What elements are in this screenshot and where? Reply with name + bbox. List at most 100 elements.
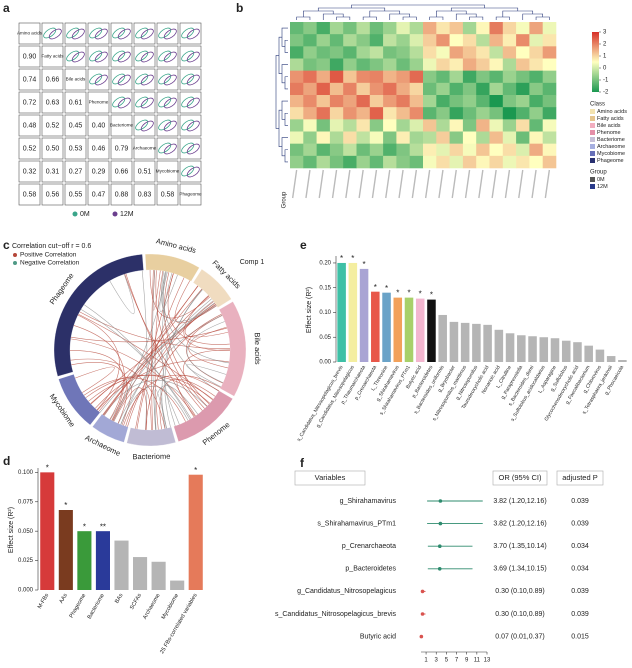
bar bbox=[438, 314, 447, 362]
column-label-stub bbox=[398, 169, 404, 199]
bar bbox=[460, 322, 470, 362]
heatmap-cell bbox=[476, 58, 490, 71]
bar bbox=[77, 531, 92, 590]
heatmap-cell bbox=[303, 70, 317, 84]
p-value: 0.039 bbox=[571, 498, 589, 505]
x-tick-label: AAs bbox=[59, 593, 69, 605]
heatmap-cell bbox=[436, 155, 450, 169]
heatmap-cell bbox=[396, 107, 410, 120]
heatmap-cell bbox=[542, 131, 557, 144]
heatmap-cell bbox=[502, 131, 517, 144]
x-tick-label: 5 bbox=[445, 658, 449, 664]
heatmap-cell bbox=[329, 155, 344, 169]
matrix-cell bbox=[64, 183, 87, 206]
matrix-cell bbox=[87, 183, 110, 206]
density-ellipse bbox=[181, 27, 195, 39]
heatmap-cell bbox=[529, 95, 543, 108]
heatmap-cell bbox=[489, 82, 504, 96]
heatmap-cell bbox=[356, 143, 371, 157]
ci-label: 0.30 (0.10,0.89) bbox=[495, 588, 544, 595]
chord bbox=[159, 379, 216, 430]
matrix-cell bbox=[110, 45, 133, 68]
matrix-cell bbox=[156, 160, 179, 183]
heatmap-cell bbox=[409, 22, 424, 35]
bar bbox=[404, 297, 414, 362]
bar bbox=[505, 333, 515, 362]
matrix-cell bbox=[133, 45, 156, 68]
class-legend-label: Phenome bbox=[597, 130, 621, 136]
heatmap-cell bbox=[303, 143, 317, 157]
y-tick-label: 0.15 bbox=[319, 285, 331, 291]
density-ellipse bbox=[158, 50, 172, 62]
heatmap-cell bbox=[343, 95, 357, 108]
class-swatch bbox=[590, 137, 595, 142]
correlation-label: 0.52 bbox=[46, 122, 60, 129]
heatmap-cell bbox=[343, 58, 357, 71]
heatmap-cell bbox=[462, 119, 477, 132]
heatmap-cell bbox=[409, 131, 424, 144]
density-ellipse bbox=[94, 28, 108, 40]
heatmap-cell bbox=[356, 95, 371, 108]
heatmap-cell bbox=[303, 155, 317, 169]
legend-label: 12M bbox=[120, 211, 134, 218]
heatmap-cell bbox=[529, 46, 543, 59]
heatmap-cell bbox=[542, 82, 557, 96]
matrix-cell bbox=[179, 114, 202, 137]
matrix-cell bbox=[156, 114, 179, 137]
bar bbox=[584, 345, 593, 362]
density-ellipse bbox=[186, 143, 200, 155]
heatmap-cell bbox=[383, 58, 397, 71]
heatmap-cell bbox=[502, 82, 517, 96]
heatmap-cell bbox=[436, 46, 450, 59]
heatmap-cell bbox=[489, 143, 504, 157]
chord bbox=[80, 309, 192, 419]
heatmap-cell bbox=[356, 70, 371, 84]
chord bbox=[98, 285, 199, 412]
matrix-cell bbox=[41, 22, 64, 45]
bar bbox=[561, 340, 571, 362]
heatmap-cell bbox=[516, 70, 530, 84]
heatmap-cell bbox=[409, 46, 424, 59]
heatmap-cell bbox=[462, 46, 477, 59]
heatmap-cell bbox=[396, 82, 410, 96]
heatmap-cell bbox=[529, 22, 543, 35]
heatmap-cell bbox=[502, 34, 517, 47]
matrix-cell bbox=[179, 22, 202, 45]
matrix-cell bbox=[87, 160, 110, 183]
panel-letter: d bbox=[3, 454, 10, 468]
heatmap-cell bbox=[516, 155, 530, 169]
heatmap-cell bbox=[329, 22, 344, 35]
correlation-label: 0.27 bbox=[69, 168, 83, 175]
chord bbox=[136, 277, 185, 429]
matrix-cell bbox=[87, 45, 110, 68]
dendrogram bbox=[284, 149, 288, 163]
heatmap-cell bbox=[436, 131, 450, 144]
heatmap-cell bbox=[449, 119, 464, 132]
column-label-stub bbox=[424, 169, 431, 199]
heatmap-cell bbox=[369, 82, 384, 96]
y-axis-label: Effect size (R²) bbox=[8, 507, 15, 553]
ci-label: 0.30 (0.10,0.89) bbox=[495, 611, 544, 618]
heatmap-cell bbox=[462, 107, 477, 120]
significance-label: * bbox=[64, 501, 67, 510]
heatmap-cell bbox=[502, 119, 517, 132]
heatmap-cell bbox=[436, 82, 450, 96]
heatmap-cell bbox=[502, 46, 517, 59]
heatmap-cell bbox=[329, 95, 344, 108]
density-ellipse bbox=[66, 27, 80, 39]
heatmap-cell bbox=[396, 70, 410, 84]
y-tick-label: 0.025 bbox=[18, 558, 34, 564]
heatmap-cell bbox=[542, 58, 557, 71]
correlation-label: 0.47 bbox=[92, 191, 106, 198]
y-tick-label: 0.075 bbox=[18, 499, 34, 505]
column-label-stub bbox=[345, 169, 351, 199]
heatmap-cell bbox=[329, 143, 344, 157]
group-swatch bbox=[590, 177, 595, 182]
chord bbox=[83, 304, 191, 420]
x-tick-label: 11 bbox=[474, 658, 481, 664]
heatmap-cell bbox=[462, 95, 477, 108]
heatmap-cell bbox=[396, 46, 410, 59]
density-ellipse bbox=[186, 166, 200, 178]
density-ellipse bbox=[158, 142, 172, 154]
or-point bbox=[420, 612, 425, 616]
